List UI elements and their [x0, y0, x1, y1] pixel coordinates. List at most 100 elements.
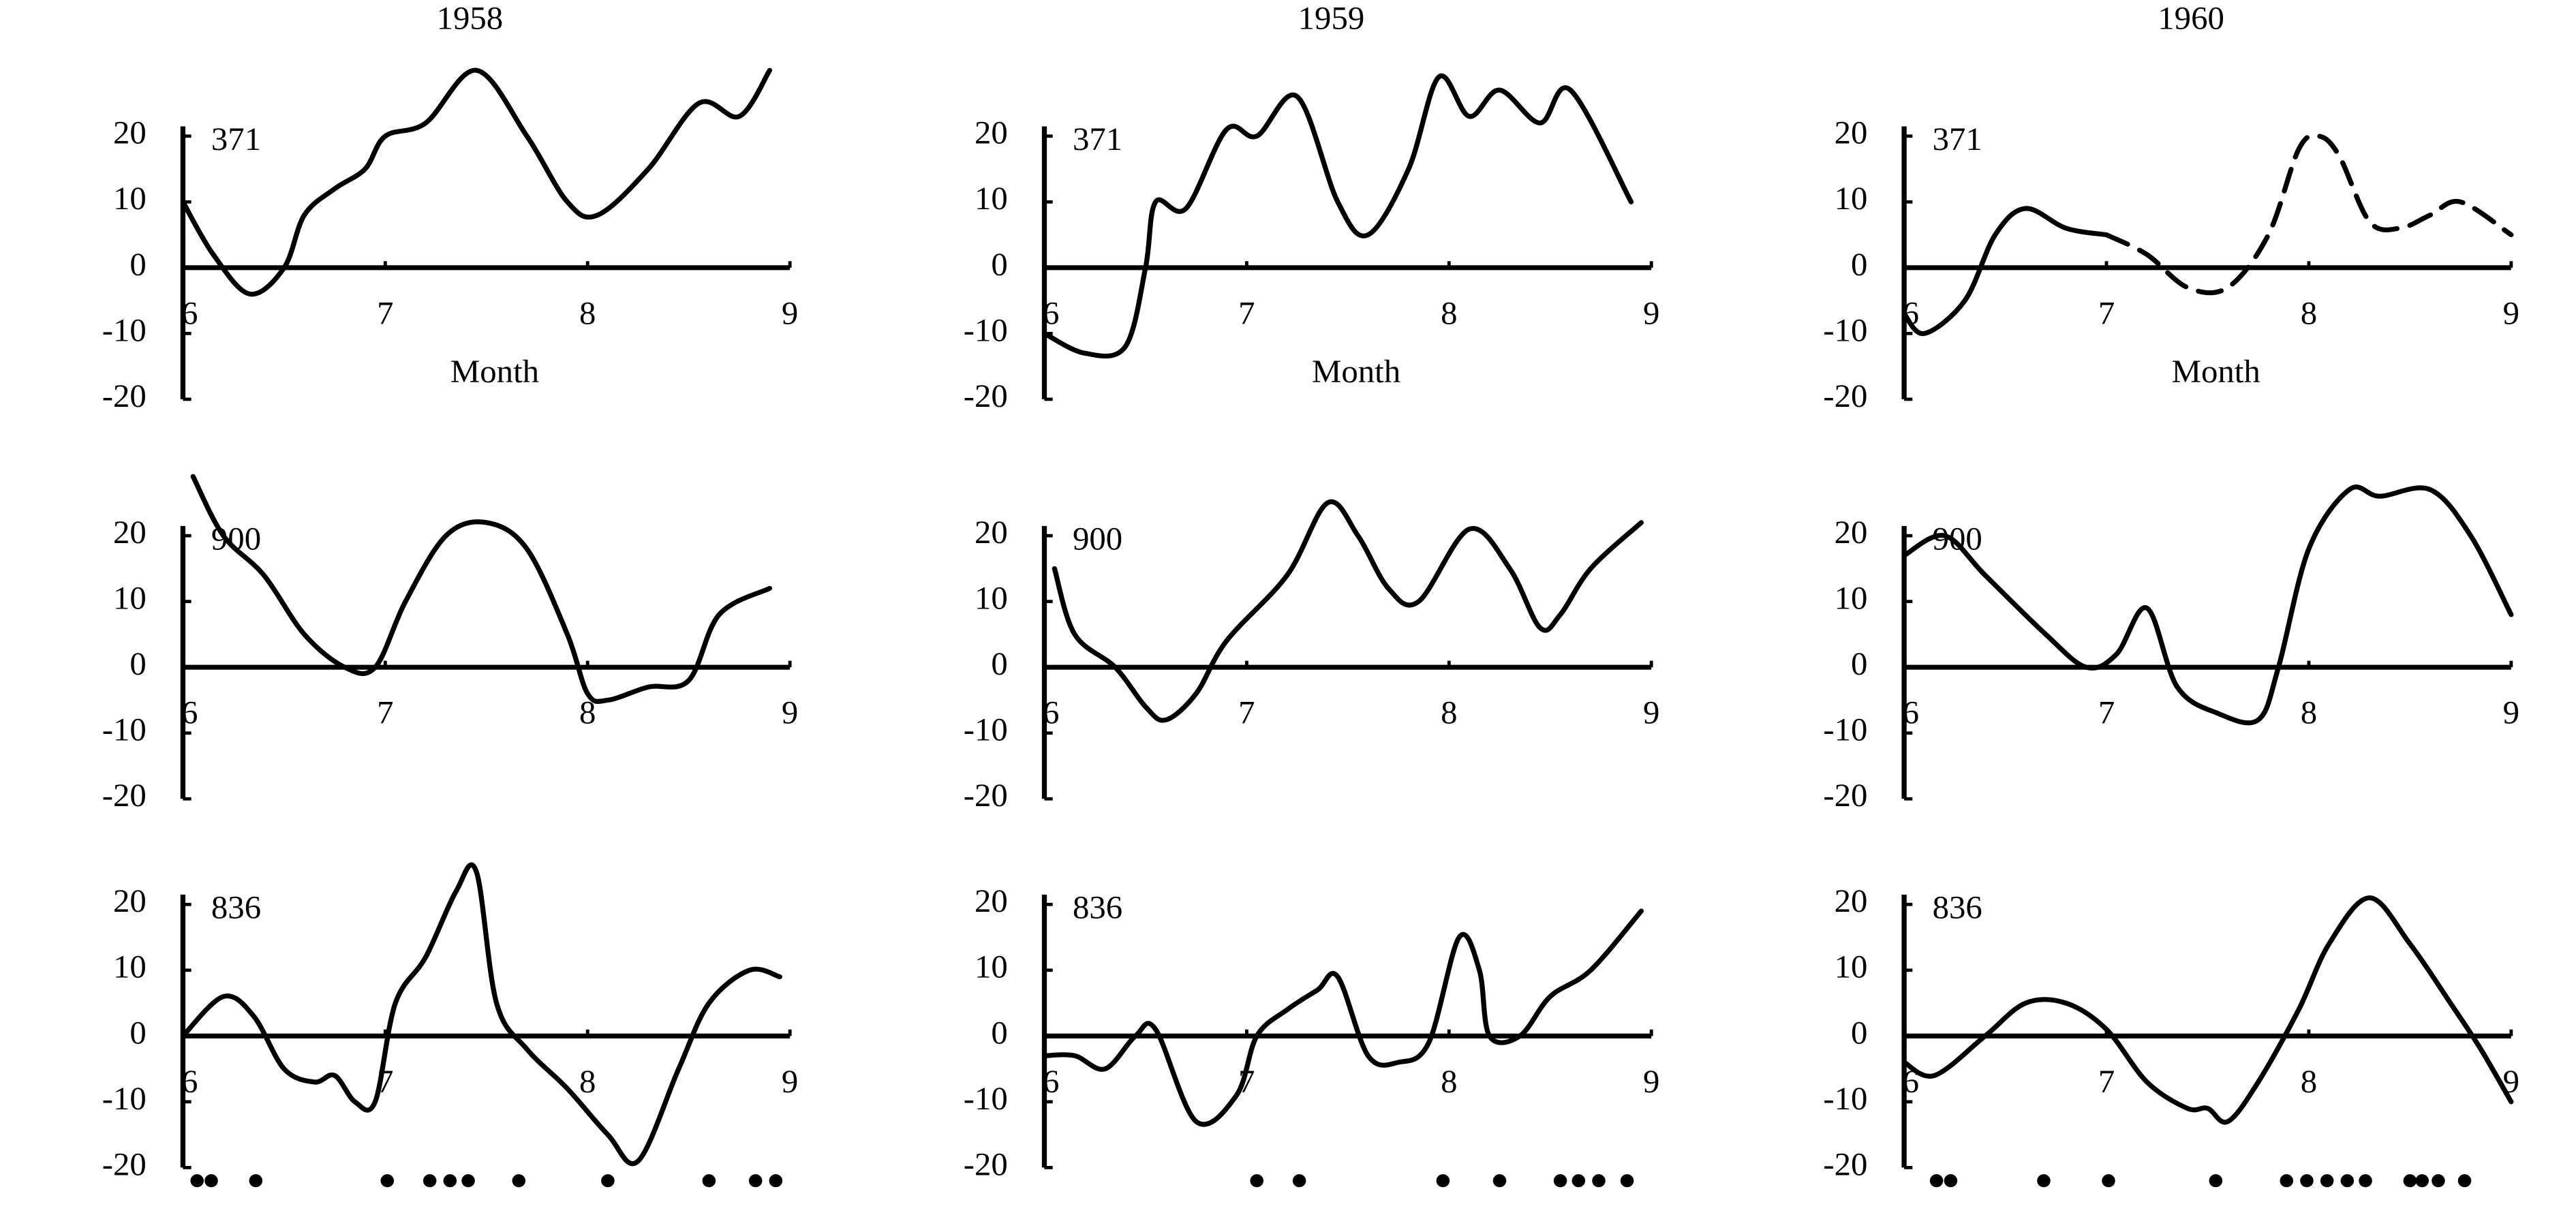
- event-dot: [1553, 1174, 1567, 1188]
- event-dot: [1492, 1174, 1507, 1188]
- event-dot: [2209, 1174, 2223, 1188]
- event-dot: [249, 1174, 263, 1188]
- x-tick-label: 8: [579, 1064, 596, 1099]
- x-tick-label: 7: [1238, 695, 1255, 730]
- x-tick-label: 8: [2301, 695, 2317, 730]
- x-tick-label: 9: [1643, 296, 1659, 331]
- panel-label: 371: [1933, 122, 1982, 157]
- series-line: [180, 862, 782, 1167]
- y-tick-label: 20: [113, 515, 147, 551]
- x-tick-label: 7: [1238, 296, 1255, 331]
- series-line: [1901, 206, 2109, 336]
- x-tick-label: 6: [181, 296, 198, 331]
- event-dot: [512, 1174, 526, 1188]
- event-dot: [204, 1174, 218, 1188]
- event-dot: [748, 1174, 763, 1188]
- series-line: [2104, 133, 2514, 296]
- event-dot: [769, 1174, 783, 1188]
- x-tick-label: 7: [2098, 296, 2115, 331]
- y-tick-label: -10: [964, 1081, 1008, 1116]
- x-tick-label: 8: [2301, 1064, 2317, 1099]
- y-tick-label: 10: [975, 181, 1008, 217]
- event-dot: [380, 1174, 395, 1188]
- panel-label: 371: [211, 122, 261, 157]
- y-tick-label: -20: [1823, 778, 1867, 814]
- y-tick-label: -10: [102, 712, 147, 748]
- x-tick-label: 6: [181, 695, 198, 730]
- x-tick-label: 6: [1043, 296, 1059, 331]
- panel-title: 1959: [1298, 1, 1365, 36]
- event-dot: [423, 1174, 437, 1188]
- y-tick-label: 0: [129, 247, 146, 282]
- panel-label: 371: [1073, 122, 1122, 157]
- x-tick-label: 6: [1903, 695, 1919, 730]
- panel-label: 836: [1073, 890, 1122, 925]
- y-tick-label: -20: [1823, 1147, 1867, 1182]
- x-axis-label: Month: [450, 354, 539, 390]
- y-tick-label: 20: [1835, 115, 1868, 151]
- y-tick-label: 10: [1835, 181, 1868, 217]
- x-axis-label: Month: [2172, 354, 2260, 390]
- y-tick-label: -10: [1823, 712, 1867, 748]
- y-tick-label: 20: [975, 515, 1008, 551]
- series-line: [1041, 908, 1644, 1127]
- x-tick-label: 9: [782, 695, 798, 730]
- event-dot: [2320, 1174, 2334, 1188]
- panel-label: 836: [1933, 890, 1982, 925]
- event-dot: [1592, 1174, 1606, 1188]
- x-tick-label: 8: [579, 296, 596, 331]
- y-tick-label: -20: [964, 778, 1008, 814]
- event-dot: [461, 1174, 475, 1188]
- y-tick-label: 0: [1851, 1015, 1867, 1051]
- panel-label: 900: [1933, 521, 1982, 557]
- y-tick-label: -20: [1823, 378, 1867, 414]
- series-line: [1901, 895, 2514, 1125]
- event-dot: [1250, 1174, 1264, 1188]
- y-tick-label: 20: [113, 115, 147, 151]
- series-line: [190, 474, 773, 704]
- event-dot: [2457, 1174, 2472, 1188]
- y-tick-label: -20: [102, 778, 147, 814]
- event-dot: [1944, 1174, 1958, 1188]
- y-tick-label: 10: [113, 581, 147, 616]
- y-tick-label: 0: [1851, 247, 1867, 282]
- event-dot: [601, 1174, 615, 1188]
- x-tick-label: 9: [782, 296, 798, 331]
- y-tick-label: 0: [991, 1015, 1007, 1051]
- event-dot: [2037, 1174, 2051, 1188]
- panel-label: 836: [211, 890, 261, 925]
- event-dot: [2432, 1174, 2445, 1188]
- y-tick-label: 10: [975, 949, 1008, 985]
- y-tick-label: 10: [113, 181, 147, 217]
- event-dot: [2403, 1174, 2417, 1188]
- y-tick-label: -10: [102, 313, 147, 348]
- event-dot: [2415, 1174, 2429, 1188]
- x-tick-label: 8: [2301, 296, 2317, 331]
- event-dot: [190, 1174, 204, 1188]
- y-tick-label: 10: [975, 581, 1008, 616]
- y-tick-label: 0: [129, 647, 146, 682]
- y-tick-label: 0: [991, 647, 1007, 682]
- event-dot: [1929, 1174, 1944, 1188]
- y-tick-label: 0: [1851, 647, 1867, 682]
- x-tick-label: 7: [2098, 1064, 2115, 1099]
- x-tick-label: 9: [782, 1064, 798, 1099]
- y-tick-label: -10: [102, 1081, 147, 1116]
- series-line: [180, 67, 773, 297]
- event-dot: [1292, 1174, 1306, 1188]
- y-tick-label: 20: [1835, 515, 1868, 551]
- x-tick-label: 7: [377, 695, 393, 730]
- x-tick-label: 7: [377, 296, 393, 331]
- y-tick-label: -10: [964, 313, 1008, 348]
- x-tick-label: 9: [1643, 695, 1659, 730]
- x-tick-label: 8: [1441, 695, 1457, 730]
- x-tick-label: 6: [1043, 695, 1059, 730]
- series-line: [1041, 73, 1634, 359]
- y-tick-label: 20: [1835, 884, 1868, 919]
- y-tick-label: 0: [129, 1015, 146, 1051]
- y-tick-label: -10: [1823, 313, 1867, 348]
- y-tick-label: -20: [102, 1147, 147, 1182]
- x-tick-label: 8: [1441, 1064, 1457, 1099]
